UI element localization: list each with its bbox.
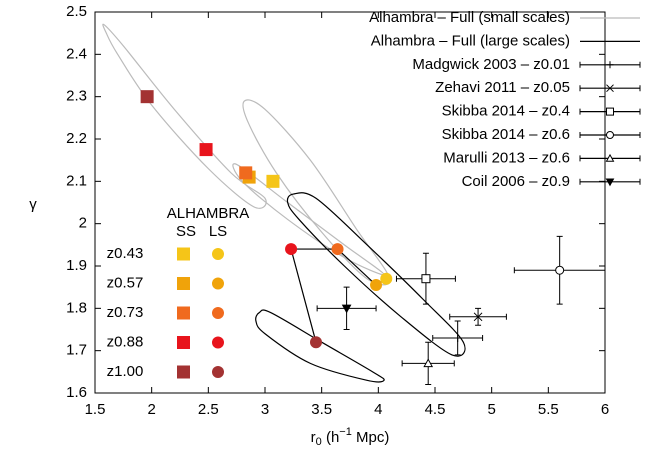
- legend-marker: [606, 107, 614, 116]
- x-tick-label: 4.5: [425, 401, 446, 418]
- legend-marker: [606, 61, 614, 69]
- ls-point: [285, 243, 298, 256]
- inset-swatch-ss: [177, 306, 190, 320]
- ss-point: [239, 166, 253, 180]
- point: [453, 333, 462, 342]
- inset-swatch-ls: [212, 307, 224, 319]
- y-tick-label: 2.5: [66, 3, 87, 20]
- y-axis-label: γ: [29, 196, 37, 213]
- x-tick-label: 6: [601, 401, 609, 418]
- x-tick-label: 3.5: [311, 401, 332, 418]
- legend-label: Alhambra – Full (small scales): [369, 9, 570, 26]
- inset-swatch-ls: [212, 248, 224, 260]
- y-tick-label: 1.9: [66, 257, 87, 274]
- inset-swatch-ss: [177, 247, 190, 261]
- contour: [232, 163, 385, 276]
- y-tick-label: 2.1: [66, 172, 87, 189]
- contour: [102, 23, 267, 209]
- y-tick-label: 2.3: [66, 88, 87, 105]
- ls-point: [310, 336, 322, 349]
- legend-label: Coil 2006 – z0.9: [462, 173, 570, 190]
- point: [341, 304, 352, 314]
- x-tick-label: 5: [487, 401, 495, 418]
- legend-label: Skibba 2014 – z0.6: [442, 126, 570, 143]
- y-tick-label: 2: [79, 215, 87, 232]
- contour: [255, 309, 385, 383]
- inset-label: z1.00: [107, 363, 144, 380]
- x-tick-label: 2.5: [198, 401, 219, 418]
- legend-caps: [579, 108, 641, 115]
- legend-caps: [579, 155, 641, 162]
- x-tick-label: 3: [261, 401, 269, 418]
- inset-column-label: LS: [209, 223, 227, 240]
- legend-label: Alhambra – Full (large scales): [371, 32, 570, 49]
- y-tick-label: 2.4: [66, 45, 87, 62]
- ls-point: [370, 279, 383, 292]
- y-tick-label: 2.2: [66, 130, 87, 147]
- y-tick-label: 1.8: [66, 299, 87, 316]
- point: [423, 358, 434, 368]
- legend-caps: [579, 132, 641, 138]
- contour: [242, 99, 391, 286]
- point: [473, 312, 483, 322]
- legend-marker: [606, 84, 614, 93]
- point: [421, 274, 431, 284]
- inset-swatch-ls: [212, 366, 224, 378]
- legend-caps: [579, 61, 641, 68]
- point: [555, 265, 565, 275]
- y-tick-label: 1.6: [66, 384, 87, 401]
- x-tick-label: 5.5: [538, 401, 559, 418]
- x-tick-label: 1.5: [85, 401, 106, 418]
- x-label-part: −1: [339, 426, 352, 438]
- ss-point: [140, 90, 154, 104]
- inset-swatch-ss: [177, 336, 190, 349]
- x-tick-label: 2: [147, 401, 155, 418]
- inset-title: ALHAMBRA: [167, 205, 250, 222]
- inset-column-label: SS: [176, 223, 196, 240]
- x-axis-label: r0 (h−1 Mpc): [311, 426, 390, 448]
- legend-label: Skibba 2014 – z0.4: [442, 103, 570, 120]
- legend-label: Marulli 2013 – z0.6: [443, 149, 570, 166]
- x-tick-label: 4: [374, 401, 382, 418]
- inset-label: z0.43: [107, 245, 144, 262]
- inset-swatch-ls: [212, 336, 224, 349]
- inset-label: z0.57: [107, 274, 144, 291]
- ss-point: [199, 143, 213, 157]
- inset-swatch-ls: [212, 277, 224, 290]
- legend-caps: [579, 85, 641, 92]
- ls-point: [331, 243, 344, 256]
- legend-label: Zehavi 2011 – z0.05: [435, 79, 570, 96]
- inset-swatch-ss: [177, 365, 190, 379]
- x-label-part: (h: [322, 429, 340, 446]
- x-label-part: r: [311, 429, 316, 446]
- legend-marker: [605, 153, 615, 162]
- inset-label: z0.88: [107, 333, 144, 350]
- ls-point: [380, 272, 393, 285]
- x-label-part: Mpc): [352, 429, 390, 446]
- plot-frame: [94, 11, 606, 394]
- y-tick-label: 1.7: [66, 342, 87, 359]
- ls-connector: [290, 248, 387, 343]
- inset-swatch-ss: [177, 277, 190, 290]
- inset-label: z0.73: [107, 304, 144, 321]
- x-label-part: 0: [316, 436, 322, 448]
- legend-caps: [579, 178, 641, 185]
- ss-point: [266, 174, 280, 188]
- legend-label: Madgwick 2003 – z0.01: [412, 56, 570, 73]
- legend-marker: [606, 131, 614, 139]
- contour: [286, 192, 466, 357]
- legend-marker: [605, 178, 615, 187]
